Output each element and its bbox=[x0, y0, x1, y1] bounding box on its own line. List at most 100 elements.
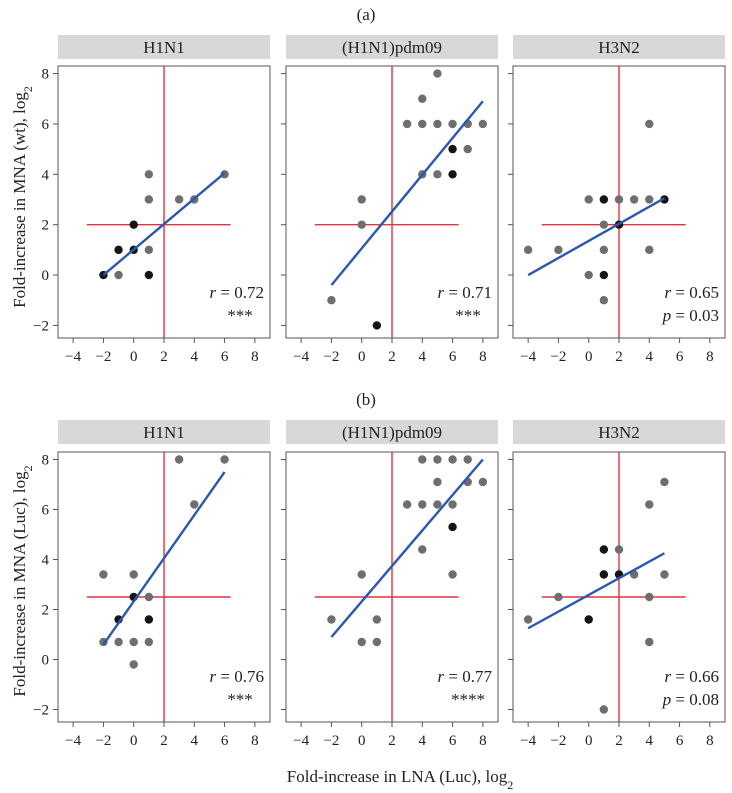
x-axis-label: Fold-increase in LNA (Luc), log2 bbox=[287, 767, 513, 792]
data-point bbox=[645, 245, 654, 255]
correlation-label: r = 0.66 bbox=[665, 667, 719, 686]
panel-header bbox=[513, 420, 725, 444]
x-tick-label: 8 bbox=[251, 733, 259, 749]
data-point bbox=[599, 245, 609, 255]
regression-line bbox=[527, 197, 666, 277]
y-tick-label: 6 bbox=[42, 117, 50, 133]
data-point bbox=[357, 570, 366, 579]
data-point bbox=[463, 144, 472, 154]
data-point bbox=[448, 455, 457, 464]
data-point bbox=[448, 144, 457, 154]
data-point bbox=[402, 119, 412, 129]
x-tick-label: −2 bbox=[95, 349, 111, 365]
x-tick-label: 4 bbox=[646, 349, 654, 365]
data-point bbox=[372, 615, 382, 624]
x-tick-label: 2 bbox=[160, 349, 168, 365]
scatter-panel-b-3: H3N2 −4 −2 0 2 4 6 8 r = 0.66 p = 0.08 bbox=[508, 420, 726, 749]
data-point bbox=[220, 455, 229, 464]
p-value-label: p = 0.08 bbox=[662, 690, 719, 709]
data-point bbox=[190, 500, 199, 509]
data-point bbox=[554, 245, 563, 255]
correlation-label: r = 0.72 bbox=[210, 283, 264, 302]
data-point bbox=[554, 592, 563, 602]
p-value-label: p = 0.03 bbox=[662, 306, 719, 325]
scatter-panel-b-1: H1N1 −4 −2 0 2 4 6 8 −2 0 2 4 6 8 r = 0.76 *** bbox=[33, 420, 271, 749]
x-tick-label: 2 bbox=[388, 733, 396, 749]
data-point bbox=[433, 119, 442, 129]
x-tick-label: 4 bbox=[191, 733, 199, 749]
y-tick-label: 8 bbox=[42, 453, 50, 469]
y-tick-label: 2 bbox=[42, 603, 50, 619]
data-point bbox=[418, 545, 427, 554]
data-point bbox=[129, 660, 138, 669]
data-point bbox=[357, 195, 366, 204]
data-point bbox=[584, 615, 593, 624]
data-point bbox=[433, 455, 442, 464]
panel-title: (H1N1)pdm09 bbox=[342, 423, 442, 442]
x-tick-label: 6 bbox=[449, 733, 457, 749]
data-point bbox=[645, 592, 654, 602]
data-point bbox=[144, 195, 154, 204]
panel-title: H3N2 bbox=[598, 38, 640, 57]
data-point bbox=[433, 69, 442, 78]
x-tick-label: 6 bbox=[221, 349, 229, 365]
scatter-panel-a-2: (H1N1)pdm09 −4 −2 0 2 4 6 8 r = 0.71 *** bbox=[281, 35, 499, 365]
x-tick-label: 0 bbox=[130, 733, 138, 749]
panel-title: H1N1 bbox=[143, 423, 185, 442]
data-point bbox=[660, 477, 669, 487]
y-tick-label: 0 bbox=[42, 653, 50, 669]
data-point bbox=[614, 195, 624, 204]
data-point bbox=[448, 170, 457, 179]
panel-header bbox=[513, 35, 725, 59]
regression-line bbox=[102, 471, 226, 646]
data-point bbox=[448, 500, 457, 509]
x-tick-label: 8 bbox=[706, 349, 714, 365]
data-point bbox=[599, 220, 609, 229]
y-tick-label: 6 bbox=[42, 503, 50, 519]
x-tick-label: 8 bbox=[251, 349, 259, 365]
data-point bbox=[114, 270, 123, 280]
x-tick-label: 8 bbox=[479, 349, 487, 365]
x-tick-label: −4 bbox=[293, 733, 309, 749]
data-point bbox=[418, 500, 427, 509]
data-point bbox=[144, 637, 154, 647]
panel-header bbox=[58, 420, 270, 444]
data-point bbox=[327, 296, 336, 305]
data-point bbox=[402, 500, 412, 509]
data-point bbox=[645, 500, 654, 509]
x-tick-label: 0 bbox=[130, 349, 138, 365]
correlation-label: r = 0.77 bbox=[438, 667, 493, 686]
x-tick-label: −4 bbox=[293, 349, 309, 365]
data-point bbox=[327, 615, 336, 624]
x-tick-label: −2 bbox=[95, 733, 111, 749]
correlation-label: r = 0.71 bbox=[438, 283, 492, 302]
x-tick-label: 4 bbox=[419, 349, 427, 365]
panel-header bbox=[58, 35, 270, 59]
data-point bbox=[357, 637, 366, 647]
x-tick-label: 0 bbox=[585, 733, 593, 749]
y-tick-label: 4 bbox=[42, 553, 50, 569]
panel-b-label: (b) bbox=[356, 390, 376, 409]
data-point bbox=[448, 522, 457, 532]
panel-a-label: (a) bbox=[357, 5, 376, 24]
data-point bbox=[129, 570, 138, 579]
data-point bbox=[463, 455, 472, 464]
data-point bbox=[599, 195, 609, 204]
y-tick-label: 8 bbox=[42, 67, 50, 83]
data-point bbox=[660, 570, 669, 579]
data-point bbox=[645, 119, 654, 129]
data-point bbox=[448, 570, 457, 579]
x-tick-label: 6 bbox=[449, 349, 457, 365]
data-point bbox=[129, 637, 138, 647]
data-point bbox=[478, 119, 488, 129]
y-tick-label: 2 bbox=[42, 218, 50, 234]
regression-line bbox=[102, 172, 226, 276]
data-point bbox=[599, 705, 609, 714]
x-tick-label: 8 bbox=[479, 733, 487, 749]
x-tick-label: −4 bbox=[65, 349, 81, 365]
data-point bbox=[129, 220, 138, 229]
data-point bbox=[599, 570, 609, 579]
x-tick-label: −2 bbox=[550, 733, 566, 749]
x-tick-label: 2 bbox=[160, 733, 168, 749]
